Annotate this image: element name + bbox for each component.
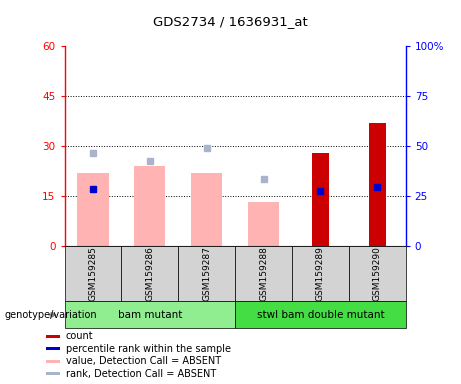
Bar bbox=[121, 246, 178, 301]
Text: percentile rank within the sample: percentile rank within the sample bbox=[66, 344, 231, 354]
Text: GDS2734 / 1636931_at: GDS2734 / 1636931_at bbox=[153, 15, 308, 28]
Text: GSM159290: GSM159290 bbox=[373, 246, 382, 301]
Bar bbox=[134, 166, 165, 246]
Bar bbox=[235, 246, 292, 301]
Bar bbox=[349, 246, 406, 301]
Text: rank, Detection Call = ABSENT: rank, Detection Call = ABSENT bbox=[66, 369, 216, 379]
Text: GSM159285: GSM159285 bbox=[89, 246, 97, 301]
Text: GSM159286: GSM159286 bbox=[145, 246, 154, 301]
Bar bbox=[46, 372, 59, 376]
Text: GSM159289: GSM159289 bbox=[316, 246, 325, 301]
Bar bbox=[46, 348, 59, 351]
Bar bbox=[191, 172, 222, 246]
Bar bbox=[312, 152, 329, 246]
Bar bbox=[292, 246, 349, 301]
Bar bbox=[235, 301, 406, 328]
Bar bbox=[65, 301, 235, 328]
Bar bbox=[65, 246, 121, 301]
Text: stwl bam double mutant: stwl bam double mutant bbox=[257, 310, 384, 320]
Bar bbox=[77, 172, 109, 246]
Text: bam mutant: bam mutant bbox=[118, 310, 182, 320]
Text: count: count bbox=[66, 331, 94, 341]
Bar bbox=[46, 335, 59, 338]
Text: GSM159288: GSM159288 bbox=[259, 246, 268, 301]
Bar bbox=[369, 122, 386, 246]
Bar bbox=[248, 202, 279, 246]
Text: value, Detection Call = ABSENT: value, Detection Call = ABSENT bbox=[66, 356, 221, 366]
Text: genotype/variation: genotype/variation bbox=[5, 310, 97, 320]
Bar bbox=[178, 246, 235, 301]
Text: GSM159287: GSM159287 bbox=[202, 246, 211, 301]
Bar bbox=[46, 360, 59, 363]
